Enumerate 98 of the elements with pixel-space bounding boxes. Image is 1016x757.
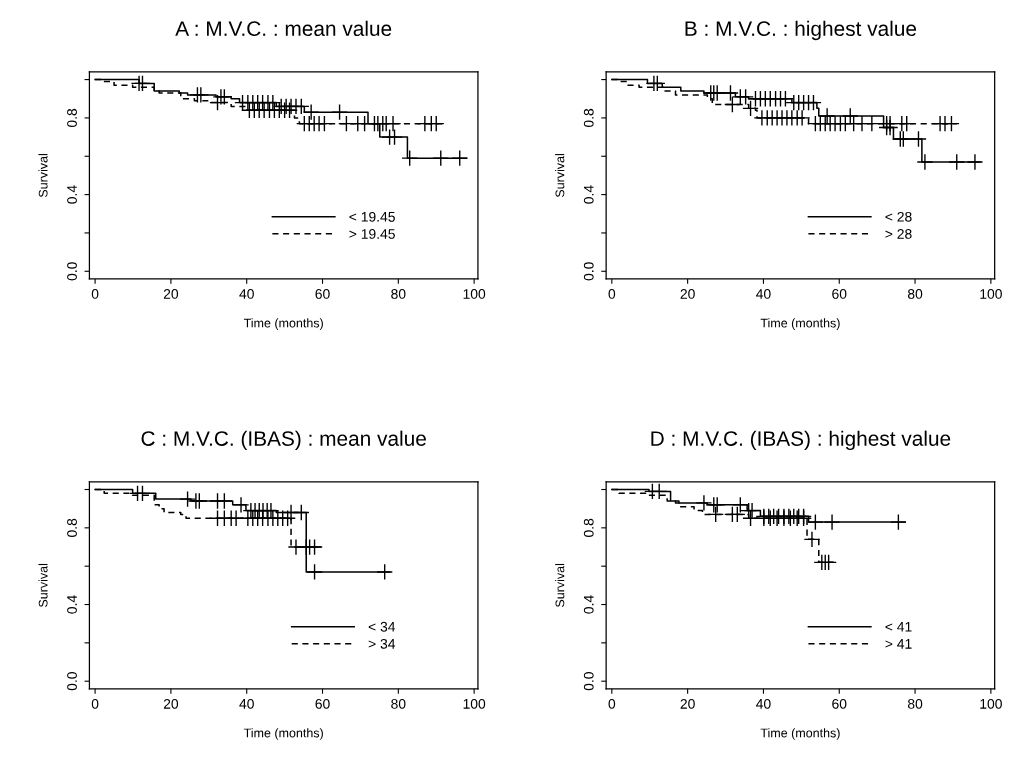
point <box>807 513 824 531</box>
chart-title: C : M.V.C. (IBAS) : mean value <box>141 430 426 451</box>
legend-label: < 34 <box>368 621 396 632</box>
chart-title: A : M.V.C. : mean value <box>175 20 392 37</box>
point <box>823 513 841 531</box>
point <box>134 75 151 92</box>
point <box>820 554 837 571</box>
point <box>737 88 754 106</box>
y-tick-label: 0.4 <box>583 185 594 204</box>
point <box>427 115 445 133</box>
x-tick-label: 100 <box>980 289 1002 299</box>
point <box>863 115 881 133</box>
y-tick-label: 0.0 <box>583 262 594 281</box>
point <box>376 563 394 581</box>
x-tick-label: 80 <box>391 698 406 709</box>
point <box>695 494 713 512</box>
point <box>306 563 323 581</box>
y-axis-title: Survival <box>38 154 48 198</box>
point <box>216 492 233 510</box>
x-tick-label: 80 <box>907 698 923 709</box>
x-tick-label: 40 <box>756 289 771 299</box>
point <box>910 130 927 148</box>
y-tick-label: 0.8 <box>67 518 77 537</box>
x-axis-title: Time (months) <box>760 728 840 740</box>
point <box>722 84 739 102</box>
point <box>948 153 966 171</box>
point <box>432 149 450 167</box>
y-tick-label: 0.0 <box>583 672 594 691</box>
point <box>707 506 725 523</box>
point <box>401 149 419 167</box>
x-axis-title: Time (months) <box>243 728 323 740</box>
chart-title: D : M.V.C. (IBAS) : highest value <box>651 430 951 451</box>
point <box>281 101 298 119</box>
point <box>232 496 250 514</box>
point <box>451 149 469 167</box>
point <box>890 513 907 531</box>
point <box>292 98 310 115</box>
x-axis-title: Time (months) <box>243 318 323 330</box>
x-tick-label: 40 <box>756 698 771 709</box>
x-tick-label: 40 <box>239 289 254 299</box>
legend-label: > 41 <box>885 639 912 649</box>
point <box>805 94 822 111</box>
x-tick-label: 60 <box>315 698 330 709</box>
x-tick-label: 20 <box>163 289 179 299</box>
legend-label: < 28 <box>885 211 912 222</box>
point <box>316 115 333 133</box>
x-tick-label: 60 <box>832 289 847 299</box>
x-tick-label: 60 <box>315 289 330 299</box>
y-tick-label: 0.0 <box>67 672 77 691</box>
point <box>916 153 934 171</box>
x-tick-label: 80 <box>907 289 923 299</box>
point <box>943 115 960 133</box>
y-tick-label: 0.8 <box>583 108 594 128</box>
point <box>292 504 310 521</box>
x-tick-label: 100 <box>980 698 1002 709</box>
x-tick-label: 100 <box>463 289 486 299</box>
point <box>192 86 210 104</box>
legend-label: < 41 <box>885 621 912 632</box>
point <box>279 509 296 527</box>
point <box>728 506 746 523</box>
x-tick-label: 100 <box>463 698 486 709</box>
y-tick-label: 0.8 <box>583 518 594 537</box>
point <box>386 128 403 146</box>
x-tick-label: 0 <box>608 698 616 709</box>
legend-label: > 34 <box>368 638 396 649</box>
legend-label: < 19.45 <box>349 211 395 222</box>
point <box>898 115 916 133</box>
x-tick-label: 60 <box>832 698 847 709</box>
x-axis-title: Time (months) <box>760 318 840 330</box>
x-tick-label: 80 <box>391 289 406 299</box>
point <box>966 153 984 171</box>
x-tick-label: 20 <box>163 698 179 709</box>
x-tick-label: 0 <box>608 289 616 299</box>
y-axis-title: Survival <box>38 563 48 608</box>
chart-title: B : M.V.C. : highest value <box>685 20 917 41</box>
y-tick-label: 0.4 <box>583 595 594 614</box>
y-tick-label: 0.4 <box>67 185 77 204</box>
y-tick-label: 0.4 <box>67 595 77 614</box>
point <box>777 90 794 108</box>
x-tick-label: 20 <box>680 698 695 709</box>
point <box>803 531 821 548</box>
y-axis-title: Survival <box>555 563 565 608</box>
x-tick-label: 0 <box>91 698 99 709</box>
legend-label: > 28 <box>885 229 912 239</box>
y-tick-label: 0.8 <box>67 108 77 128</box>
y-axis-title: Survival <box>555 154 565 198</box>
x-tick-label: 20 <box>680 289 695 299</box>
legend-label: > 19.45 <box>349 229 395 239</box>
point <box>302 103 320 121</box>
point <box>179 490 196 508</box>
point <box>134 485 151 502</box>
point <box>356 115 373 133</box>
point <box>742 509 759 527</box>
point <box>793 109 811 127</box>
y-tick-label: 0.0 <box>67 262 77 281</box>
x-tick-label: 0 <box>91 289 99 299</box>
x-tick-label: 40 <box>239 698 254 709</box>
point <box>331 103 348 121</box>
